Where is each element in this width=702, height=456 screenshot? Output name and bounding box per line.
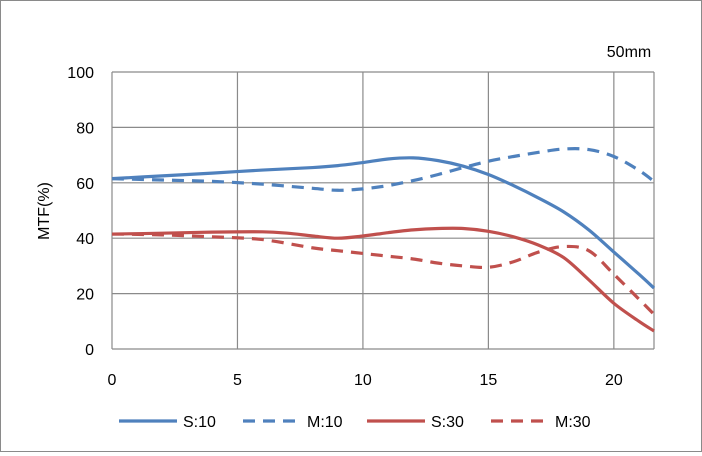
x-tick-labels: 0 5 10 15 20 — [108, 372, 623, 389]
series-line-s-30 — [111, 226, 655, 333]
x-tick-label: 15 — [479, 372, 497, 389]
y-tick-labels: 0 20 40 60 80 100 — [67, 65, 94, 359]
x-tick-label: 10 — [354, 372, 372, 389]
legend: S:10 M:10 S:30 M:30 — [119, 414, 591, 431]
series-line-s-10 — [111, 156, 656, 290]
legend-label: M:10 — [307, 414, 343, 431]
legend-label: S:10 — [183, 414, 216, 431]
y-tick-label: 0 — [85, 342, 94, 359]
x-tick-label: 0 — [108, 372, 117, 389]
series-line-m-10 — [111, 147, 655, 192]
chart-title: 50mm — [607, 44, 651, 61]
series-line-m-30 — [111, 232, 656, 316]
y-tick-label: 80 — [76, 120, 94, 137]
series-lines — [111, 147, 656, 333]
y-tick-label: 60 — [76, 176, 94, 193]
grid — [111, 71, 655, 350]
x-tick-label: 20 — [605, 372, 623, 389]
legend-label: M:30 — [555, 414, 591, 431]
y-tick-label: 20 — [76, 287, 94, 304]
y-tick-label: 40 — [76, 231, 94, 248]
y-tick-label: 100 — [67, 65, 94, 82]
y-axis-label: MTF(%) — [36, 182, 53, 240]
legend-label: S:30 — [431, 414, 464, 431]
x-tick-label: 5 — [233, 372, 242, 389]
